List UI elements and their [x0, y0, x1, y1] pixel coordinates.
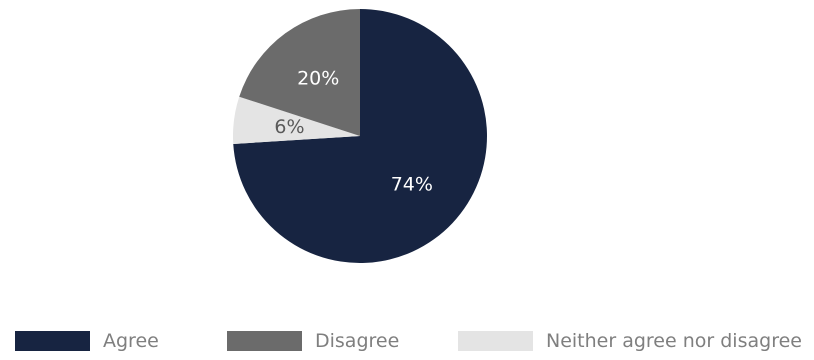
legend-item-agree: Agree [15, 326, 159, 356]
legend-label-agree: Agree [103, 330, 159, 352]
slice-label-agree: 74% [391, 174, 433, 196]
legend-label-disagree: Disagree [315, 330, 400, 352]
slice-label-disagree: 20% [297, 67, 339, 89]
legend-item-neither: Neither agree nor disagree [458, 326, 802, 356]
pie-slice-agree [233, 9, 487, 263]
slice-label-neither-agree-nor-disagree: 6% [274, 116, 304, 138]
legend-swatch-disagree [227, 331, 302, 351]
pie-labels: 74% 6% 20% [274, 67, 433, 195]
pie-chart-svg: 74% 6% 20% [233, 9, 487, 263]
legend-label-neither: Neither agree nor disagree [546, 330, 802, 352]
legend-item-disagree: Disagree [227, 326, 399, 356]
legend-swatch-neither [458, 331, 533, 351]
pie-slice-neither-agree-nor-disagree [233, 96, 360, 144]
pie-slice-disagree [239, 9, 360, 136]
pie-slices [233, 9, 487, 263]
legend-swatch-agree [15, 331, 90, 351]
legend: Agree Disagree Neither agree nor disagre… [15, 326, 814, 356]
